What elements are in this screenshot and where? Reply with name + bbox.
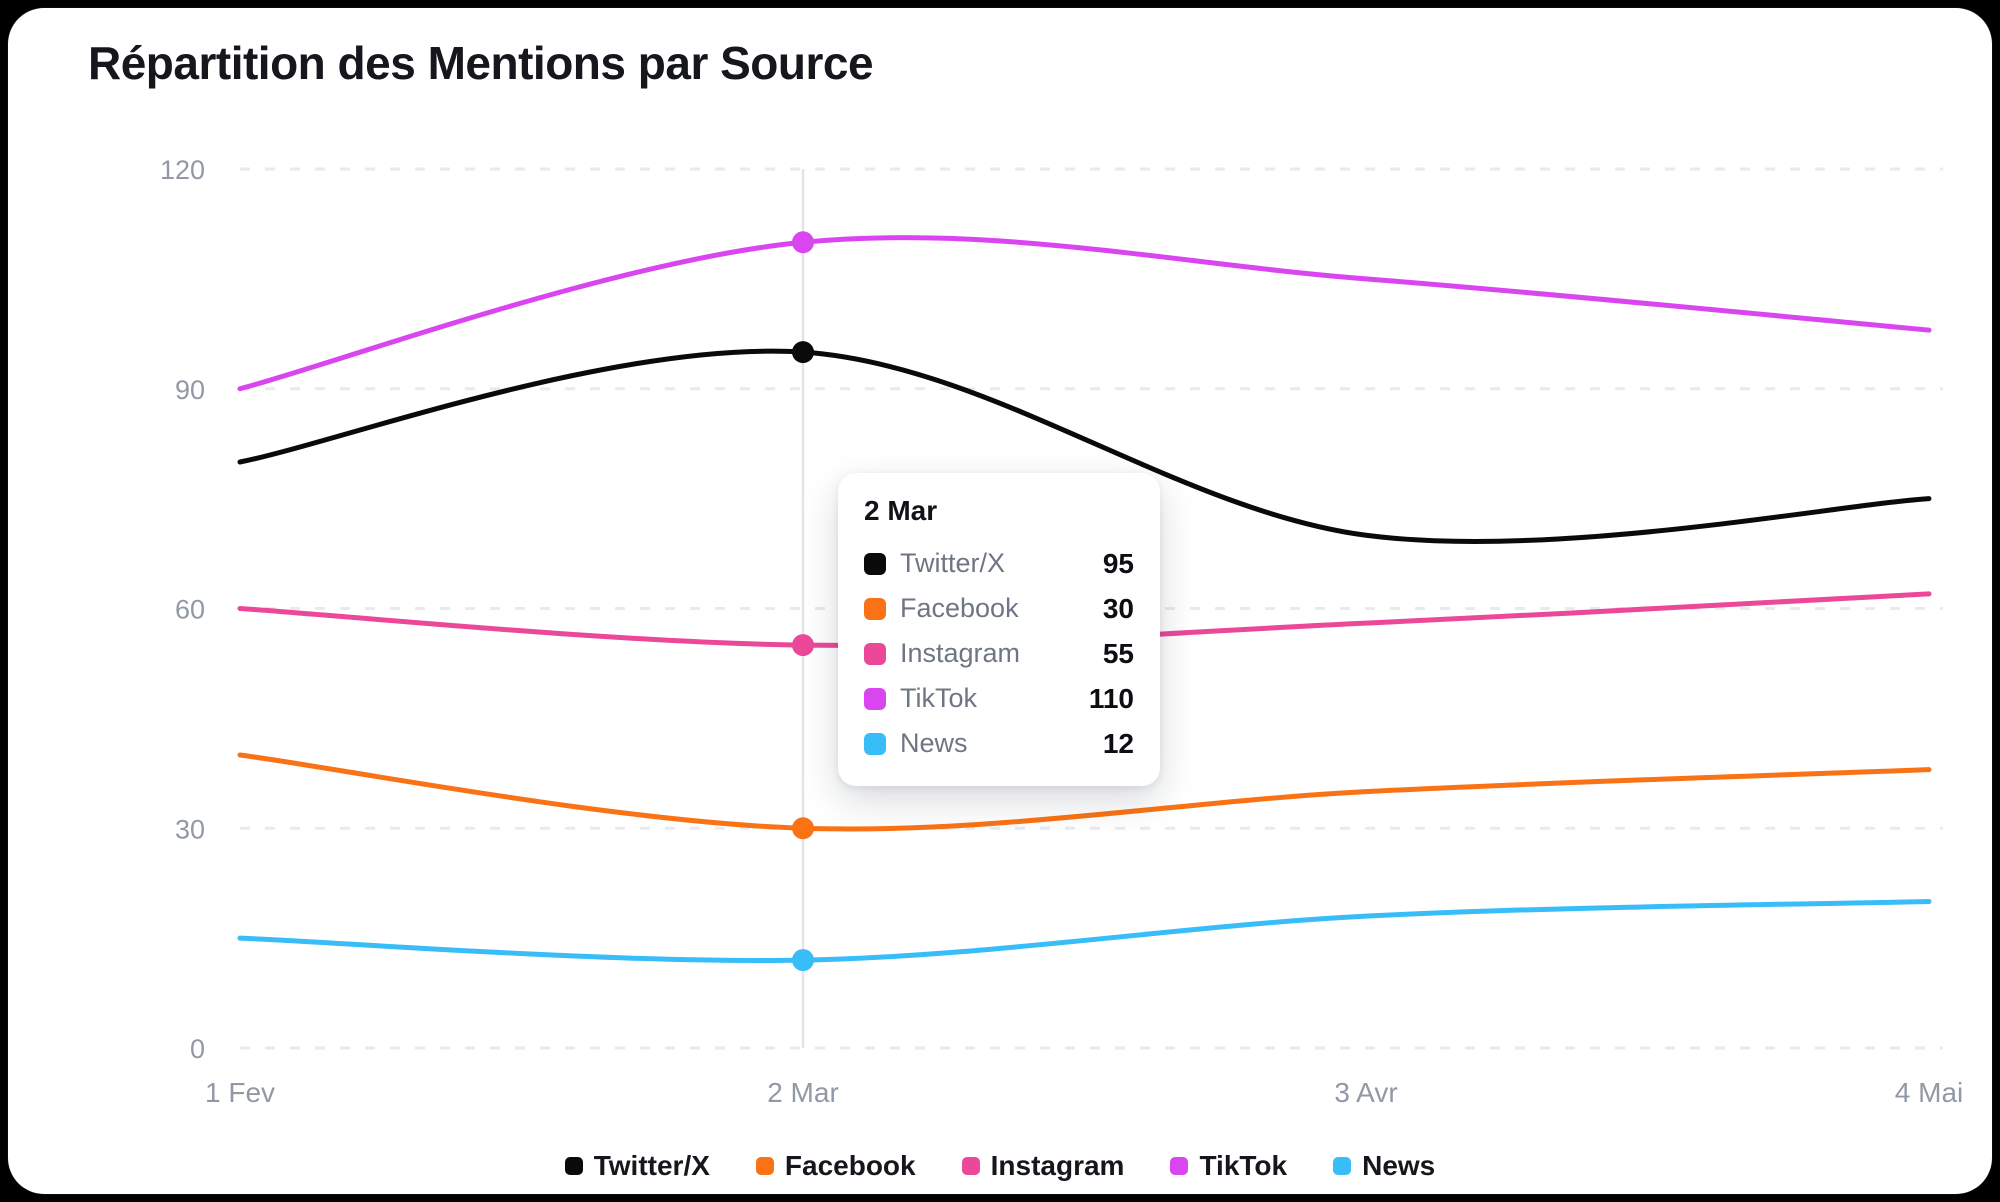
legend-item-label: Twitter/X — [593, 1150, 710, 1181]
x-tick-label-3-avr: 3 Avr — [1334, 1077, 1397, 1108]
series-line-twitter-x — [237, 348, 1932, 544]
tooltip-row-twitter-x: Twitter/X 95 — [864, 541, 1134, 586]
tooltip-rows: Twitter/X 95 Facebook 30 Instagram 55 TikTok 11… — [864, 541, 1134, 766]
legend-color-swatch-icon — [564, 1157, 583, 1175]
tooltip-series-label: News — [900, 728, 968, 758]
tooltip-row-news: News 12 — [864, 721, 1134, 766]
legend-color-swatch-icon — [1333, 1157, 1352, 1175]
legend-item-facebook[interactable]: Facebook — [755, 1150, 916, 1182]
y-tick-label-30: 30 — [175, 814, 205, 844]
legend-item-label: Instagram — [990, 1150, 1125, 1181]
series-line-news — [237, 899, 1932, 964]
data-point-dot-facebook — [792, 817, 814, 840]
data-point-dot-news — [792, 949, 814, 972]
x-tick-label-1-fev: 1 Fev — [205, 1077, 275, 1108]
x-tick-label-4-mai: 4 Mai — [1895, 1077, 1963, 1108]
tooltip-series-value: 95 — [1102, 547, 1134, 579]
data-point-dot-twitter-x — [792, 341, 814, 364]
legend-item-label: News — [1362, 1150, 1436, 1181]
legend-item-twitter-x[interactable]: Twitter/X — [564, 1150, 710, 1182]
series-color-swatch-icon — [864, 642, 886, 665]
legend-color-swatch-icon — [961, 1157, 980, 1175]
series-line-facebook — [237, 752, 1932, 832]
tooltip-title: 2 Mar — [864, 495, 938, 526]
series-color-swatch-icon — [864, 732, 886, 755]
legend-item-news[interactable]: News — [1333, 1150, 1435, 1182]
y-tick-label-60: 60 — [175, 595, 205, 625]
series-color-swatch-icon — [864, 687, 886, 710]
tooltip-series-value: 110 — [1088, 682, 1134, 714]
tooltip-series-value: 12 — [1102, 727, 1134, 759]
tooltip-series-value: 30 — [1102, 592, 1134, 624]
tooltip-row-instagram: Instagram 55 — [864, 631, 1134, 676]
y-tick-label-0: 0 — [190, 1034, 205, 1064]
y-tick-label-90: 90 — [175, 375, 205, 405]
legend-color-swatch-icon — [1170, 1157, 1189, 1175]
tooltip-series-label: Instagram — [900, 638, 1021, 668]
tooltip-series-label: Twitter/X — [900, 548, 1006, 578]
x-tick-label-2-mar: 2 Mar — [767, 1077, 839, 1108]
tooltip-series-label: TikTok — [900, 683, 978, 713]
legend-item-tiktok[interactable]: TikTok — [1170, 1150, 1287, 1182]
series-color-swatch-icon — [864, 597, 886, 620]
chart-title: Répartition des Mentions par Source — [88, 37, 874, 89]
legend-item-label: TikTok — [1199, 1150, 1288, 1181]
series-color-swatch-icon — [864, 552, 886, 575]
tooltip-series-value: 55 — [1102, 637, 1134, 669]
series-line-tiktok — [237, 235, 1932, 392]
legend-color-swatch-icon — [755, 1157, 774, 1175]
data-point-dot-instagram — [792, 634, 814, 657]
legend-item-instagram[interactable]: Instagram — [961, 1150, 1125, 1182]
legend-item-label: Facebook — [784, 1150, 916, 1181]
tooltip-series-label: Facebook — [900, 593, 1019, 623]
y-tick-label-120: 120 — [160, 155, 205, 185]
tooltip-row-tiktok: TikTok 110 — [864, 676, 1134, 721]
tooltip-row-facebook: Facebook 30 — [864, 586, 1134, 631]
chart-legend: Twitter/X Facebook Instagram TikTok News — [0, 1150, 2000, 1182]
chart-tooltip: 2 Mar Twitter/X 95 Facebook 30 Instagram 55 Ti… — [838, 473, 1160, 786]
data-point-dot-tiktok — [792, 231, 814, 254]
